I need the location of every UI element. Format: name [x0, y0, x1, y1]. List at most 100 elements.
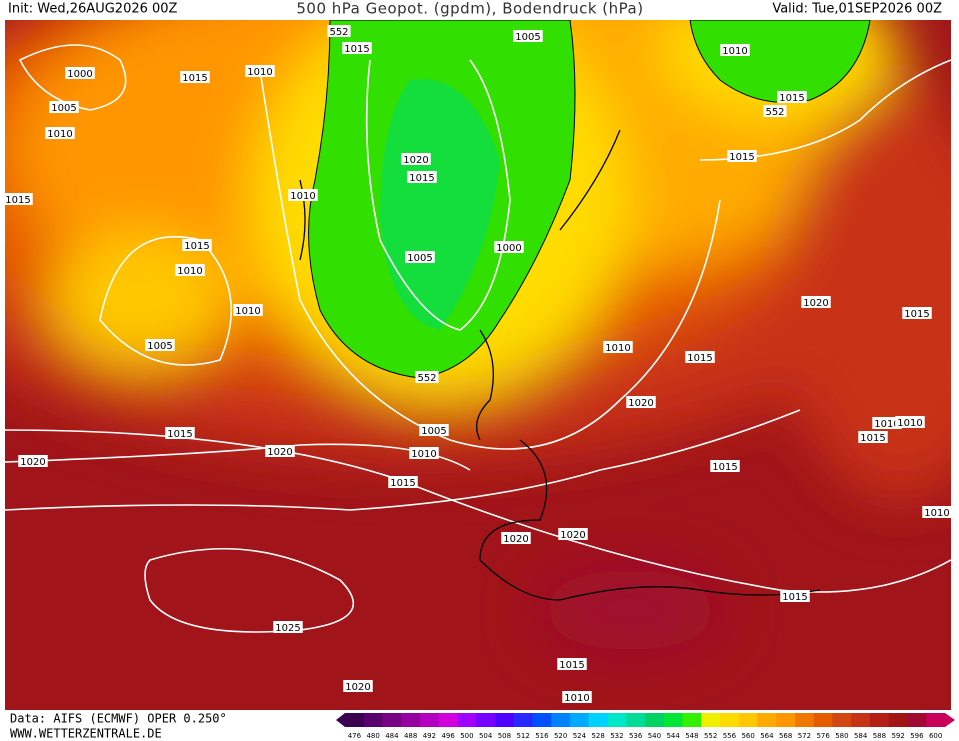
isobar-label: 1020 [403, 155, 428, 166]
isobar-label-box [343, 680, 373, 692]
isobar-label-box [409, 447, 439, 459]
isobar-label: 1010 [290, 191, 315, 202]
legend-swatch [851, 713, 871, 727]
legend-label: 532 [610, 732, 623, 740]
legend-swatch [513, 713, 533, 727]
legend-label: 548 [685, 732, 698, 740]
isobar-label: 1020 [503, 534, 528, 545]
isobar-label: 1015 [779, 93, 804, 104]
isobar-label-box [145, 339, 175, 351]
isobar-label: 1005 [515, 32, 540, 43]
isobar-label-box [727, 150, 757, 162]
legend-label: 560 [741, 732, 754, 740]
isobar-label: 552 [329, 27, 348, 38]
isobar-label-box [858, 431, 888, 443]
legend-label: 488 [404, 732, 417, 740]
legend-swatch [495, 713, 515, 727]
legend-swatch [476, 713, 496, 727]
isobar-label-box [49, 101, 79, 113]
isobar-label: 1010 [47, 129, 72, 140]
isobar-label-box [405, 251, 435, 263]
isobar-label: 1010 [235, 306, 260, 317]
isobar-label-box [710, 460, 740, 472]
isobar-label: 1005 [421, 426, 446, 437]
isobar-label-box [513, 30, 543, 42]
valid-time: Valid: Tue,01SEP2026 00Z [772, 2, 942, 17]
isobar-label: 1015 [782, 592, 807, 603]
legend-label: 564 [760, 732, 774, 740]
isobar-label: 1020 [345, 682, 370, 693]
legend-label: 552 [704, 732, 717, 740]
legend-swatch [457, 713, 477, 727]
isobar-label-box [562, 691, 592, 703]
isobar-label-box [401, 153, 431, 165]
isobar-label: 1005 [407, 253, 432, 264]
legend-swatch [738, 713, 758, 727]
isobar-label-box [342, 42, 372, 54]
isobar-label-box [182, 239, 212, 251]
isobar-label: 1015 [860, 433, 885, 444]
legend-label: 584 [854, 732, 868, 740]
isobar-label: 1015 [687, 353, 712, 364]
isobar-label: 1000 [67, 69, 92, 80]
legend-arrow [945, 713, 955, 727]
isobar-label-box [558, 528, 588, 540]
isobar-label: 1015 [559, 660, 584, 671]
isobar-label: 1015 [5, 195, 30, 206]
legend-label: 512 [516, 732, 529, 740]
isobar-label-box [388, 476, 418, 488]
isobar-label: 1020 [20, 457, 45, 468]
legend-label: 556 [723, 732, 737, 740]
isobar-label: 1010 [897, 418, 922, 429]
isobar-label: 1005 [51, 103, 76, 114]
legend-label: 496 [441, 732, 455, 740]
isobar-label-box [419, 424, 449, 436]
isobar-label-box [165, 427, 195, 439]
isobar-label: 1010 [177, 266, 202, 277]
isobar-label: 1020 [628, 398, 653, 409]
legend-label: 492 [423, 732, 436, 740]
isobar-label: 1005 [147, 341, 172, 352]
isobar-label-box [407, 171, 437, 183]
isobar-label-box [245, 65, 275, 77]
isobar-label-box [801, 296, 831, 308]
isobar-label-box [18, 455, 48, 467]
isobar-label: 1020 [803, 298, 828, 309]
legend-label: 536 [629, 732, 643, 740]
legend-swatch [813, 713, 833, 727]
legend-label: 528 [591, 732, 604, 740]
field [5, 20, 951, 710]
isobar-label: 1025 [275, 623, 300, 634]
legend-swatch [663, 713, 683, 727]
legend-swatch [682, 713, 702, 727]
isobar-label: 1010 [247, 67, 272, 78]
legend-swatch [382, 713, 402, 727]
isobar-label-box [603, 341, 633, 353]
isobar-label: 1015 [712, 462, 737, 473]
isobar-label-box [494, 241, 524, 253]
legend-arrow [336, 713, 345, 727]
isobar-label-box [557, 658, 587, 670]
isobar-label-box [777, 91, 807, 103]
legend-swatch [888, 713, 908, 727]
map-title: 500 hPa Geopot. (gpdm), Bodendruck (hPa) [296, 0, 643, 18]
legend-swatch [626, 713, 646, 727]
legend-label: 516 [535, 732, 549, 740]
isobar-label: 1010 [874, 419, 899, 430]
isobar-label-box [415, 371, 439, 383]
isobar-label-box [902, 307, 932, 319]
legend-swatch [776, 713, 796, 727]
isobar-label-box [922, 506, 952, 518]
isobar-label: 1015 [409, 173, 434, 184]
isobar-label: 1020 [560, 530, 585, 541]
isobar-label-box [685, 351, 715, 363]
legend-swatch [870, 713, 890, 727]
legend-swatch [645, 713, 665, 727]
legend-swatch [420, 713, 440, 727]
legend-label: 592 [891, 732, 904, 740]
legend-swatch [757, 713, 777, 727]
legend-swatch [720, 713, 740, 727]
isobar-label: 1010 [605, 343, 630, 354]
